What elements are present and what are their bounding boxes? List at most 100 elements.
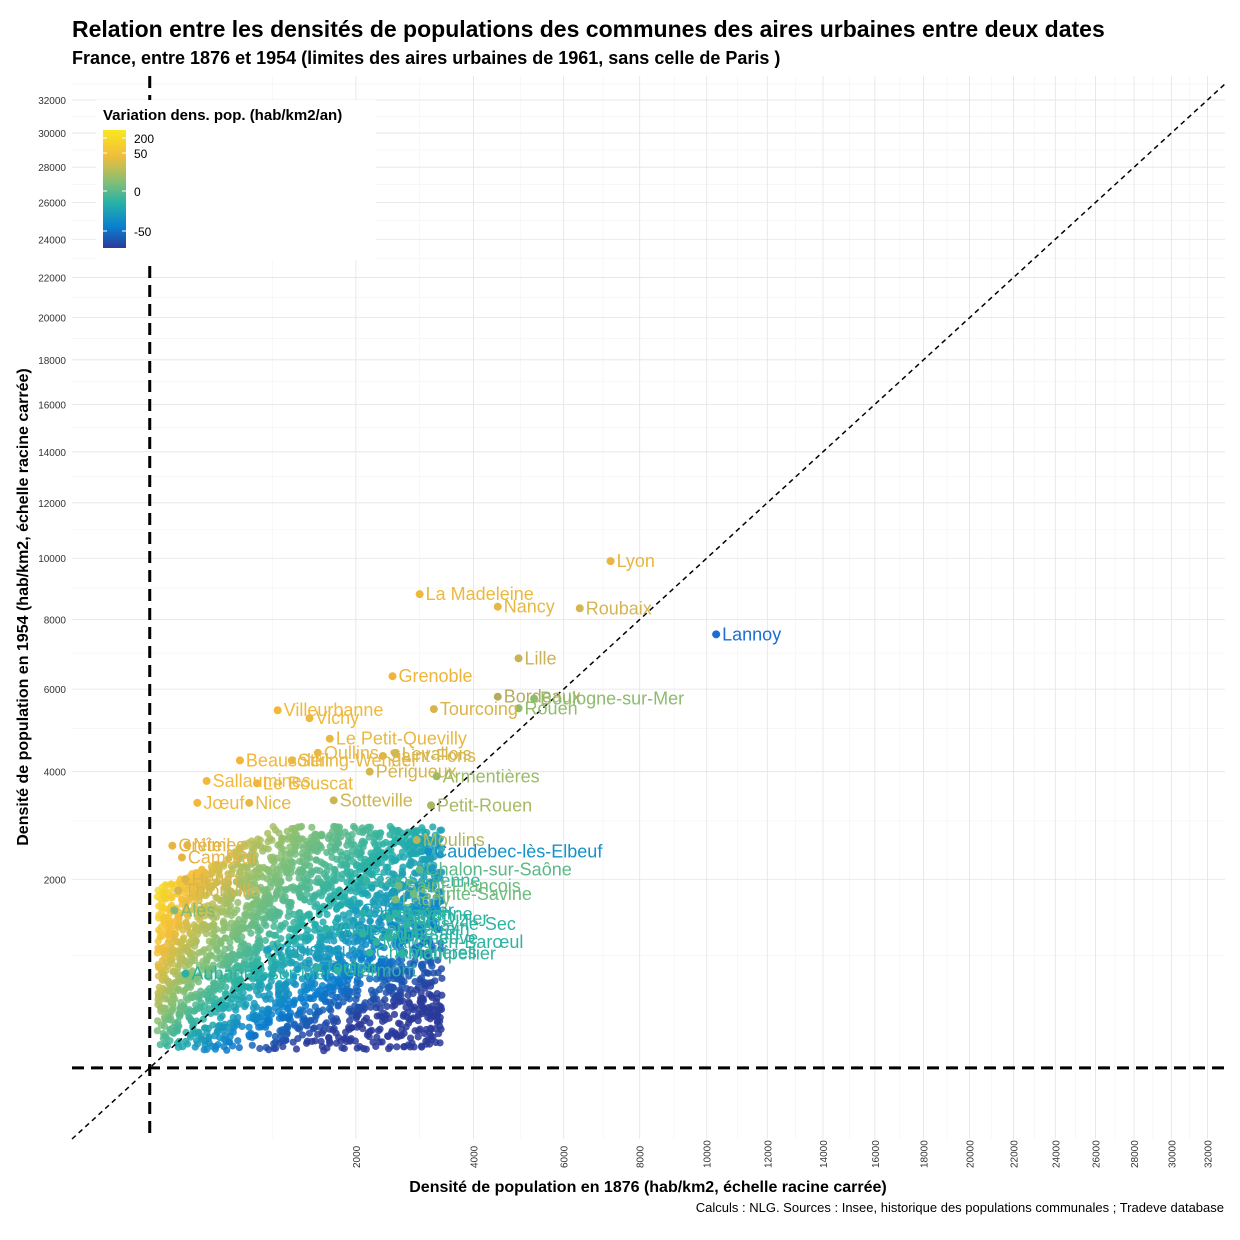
chart-title: Relation entre les densités de populatio… (72, 16, 1105, 42)
data-point (384, 976, 392, 984)
data-point (312, 1012, 320, 1020)
data-point (175, 955, 183, 963)
data-point (226, 944, 234, 952)
data-point (414, 842, 422, 850)
data-point (206, 884, 215, 893)
data-point (373, 845, 381, 854)
data-point (411, 945, 419, 953)
data-point (361, 999, 369, 1007)
data-point (251, 858, 260, 867)
point-label: Le Bouscat (263, 773, 353, 793)
data-point (337, 987, 346, 995)
data-point-labeled (183, 841, 192, 850)
data-point (235, 1043, 243, 1052)
data-point (240, 877, 249, 885)
data-point (319, 1026, 328, 1035)
data-point (332, 843, 340, 851)
data-point (417, 927, 426, 935)
data-point (387, 984, 395, 992)
point-cloud (153, 822, 446, 1055)
data-point (290, 824, 298, 832)
data-point (251, 1031, 259, 1039)
data-point (153, 893, 161, 901)
data-point (271, 1032, 279, 1041)
point-label: Sainte-Savine (420, 884, 532, 904)
data-point (266, 853, 275, 861)
data-point (382, 863, 390, 871)
data-point (220, 884, 228, 892)
data-point (379, 913, 387, 921)
data-point (254, 938, 262, 946)
data-point (273, 910, 282, 918)
data-point (430, 969, 438, 977)
data-point-labeled (514, 654, 523, 663)
data-point (314, 874, 322, 883)
data-point (223, 875, 232, 883)
x-tick-label: 14000 (819, 1140, 830, 1168)
data-point (376, 875, 385, 883)
data-point-labeled (432, 772, 441, 781)
data-point (343, 972, 351, 981)
data-point-labeled (177, 853, 186, 862)
data-point (409, 904, 417, 912)
point-label: La Madeleine (426, 584, 534, 604)
x-tick-label: 28000 (1130, 1140, 1141, 1168)
data-point (407, 934, 415, 942)
legend-break: 200 (134, 132, 154, 146)
data-point (370, 900, 379, 909)
data-point (354, 987, 362, 995)
data-point (391, 921, 399, 929)
data-point (373, 891, 381, 899)
data-point (176, 1012, 184, 1021)
data-point (154, 992, 163, 1000)
point-label: Vénissieux (274, 940, 361, 960)
data-point (351, 1037, 359, 1045)
point-label: Rouen (525, 698, 578, 718)
y-tick-label: 4000 (44, 768, 67, 779)
data-point-labeled (388, 672, 397, 681)
point-label: Chamalières (376, 943, 477, 963)
data-point (355, 828, 363, 836)
data-point (272, 872, 280, 880)
x-tick-label: 26000 (1091, 1140, 1102, 1168)
data-point (341, 888, 349, 897)
data-point (212, 893, 220, 901)
data-point (388, 889, 396, 897)
data-point (334, 833, 342, 841)
point-label: Alès (180, 900, 215, 920)
data-point (409, 1014, 418, 1022)
data-point-labeled (235, 756, 244, 765)
data-point (259, 915, 267, 923)
data-point (330, 1024, 338, 1033)
data-point (350, 917, 358, 925)
data-point (438, 868, 446, 876)
data-point (394, 958, 402, 966)
data-point (358, 916, 366, 924)
data-point (395, 998, 403, 1006)
data-point (390, 857, 399, 865)
data-point (331, 865, 339, 873)
data-point (409, 989, 417, 998)
data-point (160, 919, 168, 927)
data-point (234, 1037, 242, 1045)
data-point (300, 922, 308, 930)
data-point (220, 862, 228, 870)
data-point-labeled (530, 694, 539, 703)
data-point (264, 1030, 273, 1038)
data-point (397, 975, 406, 983)
data-point (242, 912, 250, 920)
data-point (236, 868, 244, 876)
data-point-labeled (412, 836, 421, 845)
data-point (173, 969, 181, 977)
data-point (205, 973, 213, 981)
point-label: Nîmes (193, 835, 245, 855)
data-point (162, 913, 170, 921)
data-point (335, 1033, 343, 1041)
legend-title: Variation dens. pop. (hab/km2/an) (103, 107, 342, 124)
data-point-labeled (365, 948, 374, 957)
data-point (317, 844, 325, 852)
data-point (209, 914, 217, 922)
data-point (313, 900, 321, 908)
data-point (411, 1027, 419, 1035)
data-point (237, 854, 245, 863)
